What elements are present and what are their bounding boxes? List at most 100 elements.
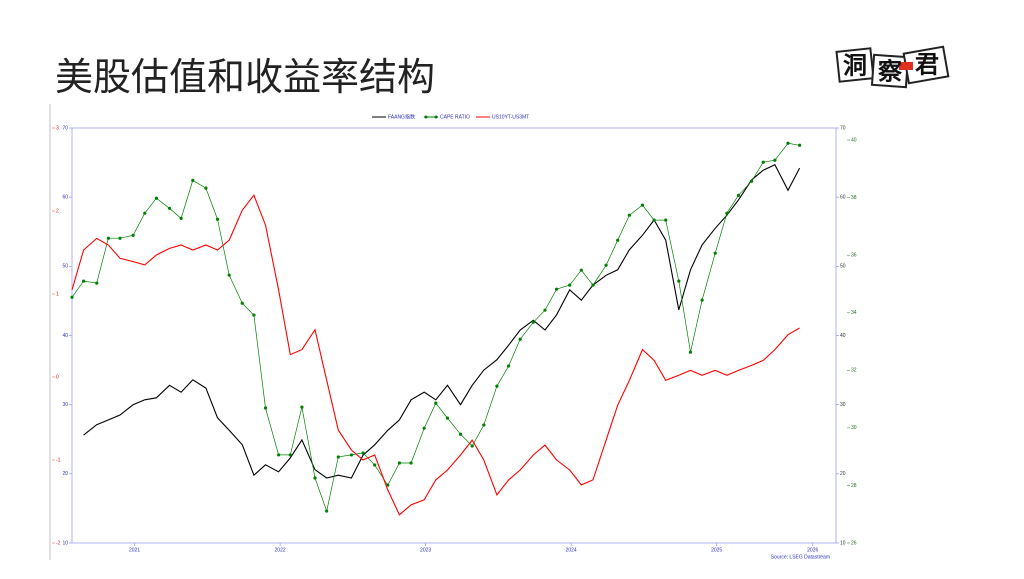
y3-tick-label: 40 (851, 137, 857, 143)
logo-char: 君 (915, 51, 939, 78)
series-marker (688, 350, 693, 354)
logo-accent (899, 62, 913, 70)
y3-tick-label: 30 (851, 425, 857, 431)
y3-tick-label: 36 (851, 253, 857, 259)
x-tick-label: 2024 (566, 547, 577, 553)
series-marker (263, 406, 268, 410)
y2-tick-label: -2 (56, 540, 61, 546)
series-marker (313, 476, 317, 480)
series-marker (300, 405, 304, 409)
series-marker (397, 461, 402, 465)
source-note: Source: LSEG Datastream (771, 554, 830, 560)
series-marker (252, 313, 256, 317)
series-marker (506, 364, 511, 368)
series-marker (82, 279, 86, 283)
series-marker (386, 483, 390, 487)
y-tick-label-right: 10 (840, 540, 846, 546)
series-marker (373, 463, 377, 467)
series-marker (458, 432, 463, 436)
series-marker (652, 218, 656, 222)
plot-frame (71, 127, 837, 544)
series-marker (736, 193, 741, 197)
y2-tick-label: 1 (56, 291, 59, 297)
y3-tick-label: 38 (851, 195, 857, 201)
series-marker (422, 426, 426, 430)
series-marker (167, 206, 172, 210)
x-tick-label: 2022 (275, 547, 286, 553)
series-marker (749, 179, 754, 183)
series-marker (227, 273, 231, 277)
legend-label: FAANG指数 (388, 113, 415, 120)
x-tick-label: 2026 (807, 547, 818, 553)
y-tick-label-right: 70 (840, 125, 846, 131)
logo-char: 察 (878, 57, 903, 85)
y2-tick-label: 0 (56, 374, 59, 380)
legend-label: CAPE RATIO (440, 114, 470, 120)
logo-char: 洞 (843, 52, 867, 79)
series-line (71, 194, 800, 516)
y-tick-label: 60 (62, 194, 68, 200)
legend-label: US10YT-US3MT (492, 114, 529, 120)
y-tick-label-right: 30 (840, 402, 846, 408)
y-tick-label: 40 (62, 333, 68, 339)
logo-box (835, 47, 875, 83)
series-marker (531, 320, 535, 324)
series-marker (325, 509, 329, 513)
series-marker (191, 178, 195, 182)
series-marker (95, 281, 99, 285)
series-marker (543, 308, 547, 312)
series-marker (336, 455, 340, 459)
series-marker (713, 251, 717, 255)
x-tick-label: 2023 (420, 547, 431, 553)
series-marker (240, 301, 244, 305)
y2-tick-label: 3 (56, 125, 59, 131)
series-marker (495, 384, 499, 388)
series-marker (664, 218, 668, 222)
series-marker (627, 213, 631, 217)
series-marker (349, 453, 354, 457)
y2-tick-label: 2 (56, 208, 59, 214)
series-marker (361, 451, 365, 455)
series-marker (604, 263, 608, 267)
y-tick-label: 20 (62, 471, 68, 477)
y3-tick-label: 28 (851, 483, 857, 489)
x-tick-label: 2025 (711, 547, 722, 553)
series-marker (445, 416, 450, 420)
series-marker (131, 233, 135, 237)
series-marker (579, 268, 583, 272)
series-marker (204, 186, 208, 190)
series-marker (154, 196, 159, 200)
series-line (71, 142, 800, 513)
series-marker (798, 143, 802, 147)
x-tick-label: 2021 (129, 547, 140, 553)
legend-marker (434, 115, 438, 119)
series-marker (409, 461, 413, 465)
logo: 洞 察 君 (835, 45, 950, 89)
series-marker (786, 141, 790, 145)
series-marker (761, 160, 765, 164)
legend-marker (424, 115, 428, 119)
series-marker (470, 444, 474, 448)
series-marker (725, 211, 729, 215)
series-marker (215, 217, 220, 221)
slide-title: 美股估值和收益率结构 (55, 57, 435, 99)
y-tick-label: 50 (62, 264, 68, 270)
series-marker (288, 453, 292, 457)
series-line (83, 163, 801, 479)
y2-tick-label: -1 (56, 457, 61, 463)
y3-tick-label: 26 (851, 540, 857, 546)
series-marker (106, 236, 110, 240)
y-tick-label: 30 (62, 402, 68, 408)
series-marker (591, 283, 595, 287)
y-tick-label-right: 40 (840, 333, 846, 339)
series-marker (554, 287, 559, 291)
y3-tick-label: 32 (851, 368, 857, 374)
y3-tick-label: 34 (851, 310, 857, 316)
y-tick-label-right: 50 (840, 264, 846, 270)
series-marker (70, 295, 74, 299)
y-tick-label: 70 (62, 125, 68, 131)
y-tick-label-right: 20 (840, 471, 846, 477)
